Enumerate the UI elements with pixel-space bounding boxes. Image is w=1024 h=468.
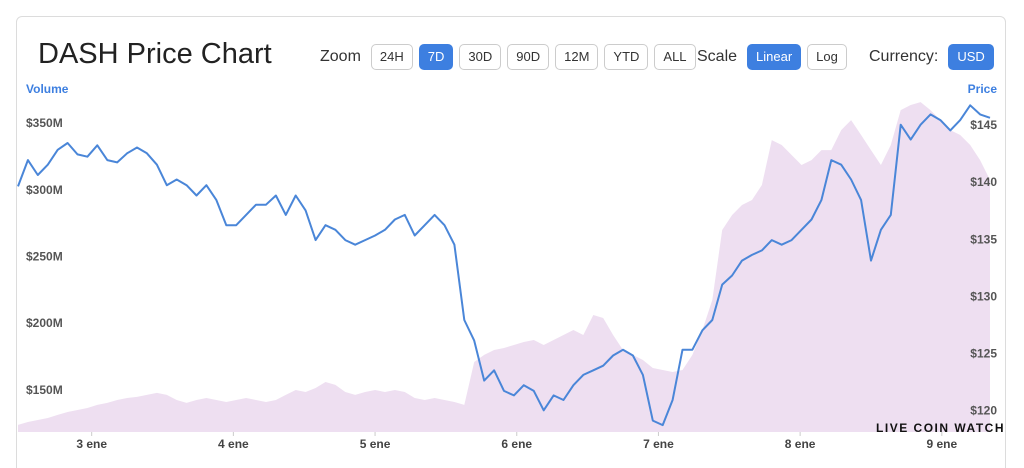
zoom-button[interactable]: 90D (507, 44, 550, 70)
y-tick-label: $200M (26, 316, 63, 330)
page-title: DASH Price Chart (38, 38, 272, 70)
scale-label: Scale (697, 48, 738, 65)
zoom-button[interactable]: 7D (418, 44, 454, 70)
x-tick-label: 9 ene (926, 437, 957, 451)
y-tick-label: $150M (26, 383, 63, 397)
zoom-group: Zoom 24H 7D 30D 90D 12M YTD ALL (320, 44, 702, 70)
scale-button[interactable]: Log (807, 44, 847, 70)
x-tick-label: 7 ene (643, 437, 674, 451)
volume-area (18, 102, 990, 432)
x-tick-label: 5 ene (360, 437, 391, 451)
y2-tick-label: $135 (970, 232, 997, 246)
zoom-label: Zoom (320, 48, 361, 65)
y2-axis-label: Price (968, 82, 998, 96)
scale-group: Scale Linear Log (697, 44, 853, 70)
y2-tick-label: $125 (970, 346, 997, 360)
zoom-button[interactable]: 30D (459, 44, 502, 70)
zoom-button[interactable]: YTD (604, 44, 649, 70)
y-tick-label: $250M (26, 250, 63, 264)
zoom-button[interactable]: 12M (555, 44, 599, 70)
y2-tick-label: $145 (970, 118, 997, 132)
x-tick-label: 6 ene (501, 437, 532, 451)
currency-button[interactable]: USD (948, 44, 994, 70)
x-tick-label: 8 ene (785, 437, 816, 451)
card (16, 16, 1006, 468)
y-tick-label: $350M (26, 116, 63, 130)
y2-tick-label: $120 (970, 404, 997, 418)
y-axis-label: Volume (26, 82, 69, 96)
watermark: LIVE COIN WATCH (876, 421, 1005, 435)
currency-group: Currency: USD (869, 44, 1000, 70)
y2-tick-label: $140 (970, 175, 997, 189)
price-line (17, 104, 991, 427)
zoom-button[interactable]: ALL (654, 44, 696, 70)
x-tick-label: 4 ene (218, 437, 249, 451)
currency-label: Currency: (869, 48, 939, 65)
zoom-button[interactable]: 24H (370, 44, 413, 70)
y2-tick-label: $130 (970, 289, 997, 303)
x-tick-label: 3 ene (76, 437, 107, 451)
scale-button[interactable]: Linear (747, 44, 802, 70)
y-tick-label: $300M (26, 183, 63, 197)
